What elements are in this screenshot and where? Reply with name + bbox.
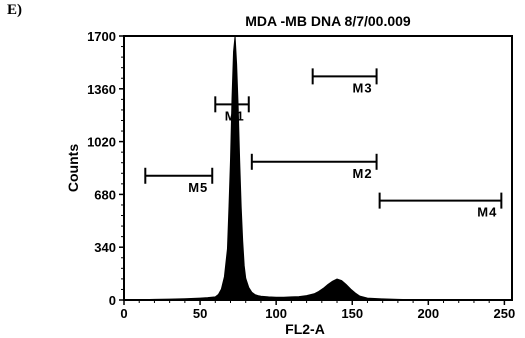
y-tick-label: 1020 [87,135,116,150]
plot-area: 0 50 100 150 200 250 0 340 680 1020 1360 1700 M1 M2 M3… [87,29,515,321]
marker-m5-label: M5 [188,180,208,195]
marker-m3-label: M3 [353,80,373,95]
x-tick-label: 0 [120,306,127,321]
marker-m4-label: M4 [477,205,497,220]
chart-title: MDA -MB DNA 8/7/00.009 [245,13,411,29]
x-tick-label: 150 [341,306,363,321]
y-tick-label: 680 [94,187,116,202]
x-tick-label: 100 [265,306,287,321]
histogram-series [127,35,505,301]
x-tick-label: 50 [193,306,207,321]
panel-label: E) [7,2,22,18]
y-tick-label: 1360 [87,82,116,97]
marker-m1-label: M1 [225,108,245,123]
y-axis-label: Counts [65,144,81,192]
x-tick-label: 200 [417,306,439,321]
marker-m2-label: M2 [353,166,373,181]
x-axis-label: FL2-A [285,321,325,337]
y-tick-label: 340 [94,240,116,255]
x-tick-label: 250 [494,306,516,321]
y-tick-label: 0 [109,293,116,308]
y-tick-label: 1700 [87,29,116,44]
